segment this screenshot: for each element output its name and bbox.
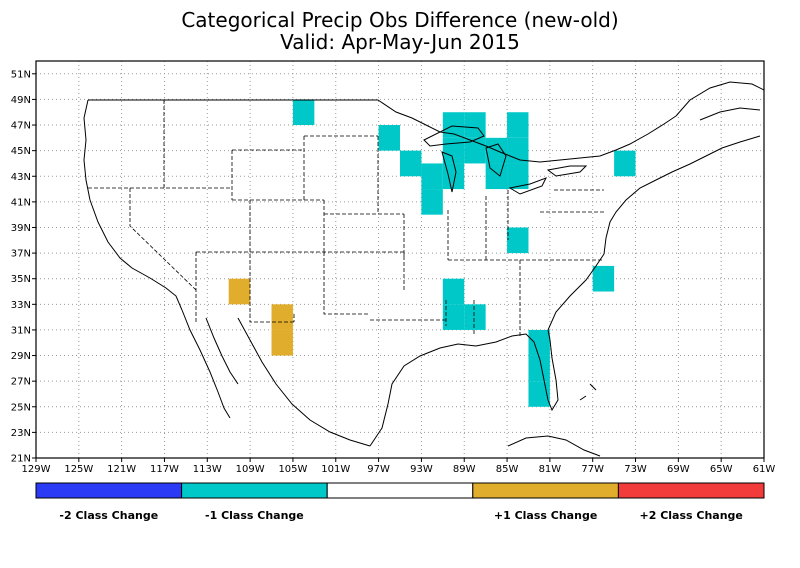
difference-cell: [400, 151, 421, 177]
y-tick-label: 25N: [11, 402, 31, 413]
difference-cell: [421, 163, 442, 189]
difference-cell: [421, 189, 442, 215]
x-tick-label: 117W: [150, 464, 179, 475]
legend-swatch: [473, 483, 619, 498]
y-tick-label: 49N: [11, 95, 31, 106]
difference-cell: [272, 304, 293, 330]
y-tick-label: 33N: [11, 300, 31, 311]
legend-swatch: [182, 483, 328, 498]
y-tick-label: 45N: [11, 146, 31, 157]
x-tick-label: 93W: [410, 464, 433, 475]
difference-cell: [486, 163, 507, 189]
difference-cell: [272, 330, 293, 356]
legend-swatch: [36, 483, 182, 498]
difference-cell: [293, 99, 314, 125]
y-tick-label: 51N: [11, 69, 31, 80]
x-tick-label: 89W: [453, 464, 476, 475]
x-tick-label: 69W: [667, 464, 690, 475]
difference-cell: [464, 304, 485, 330]
difference-cell: [507, 112, 528, 138]
y-tick-label: 39N: [11, 223, 31, 234]
y-tick-label: 47N: [11, 121, 31, 132]
map-panel: 129W 125W 121W 117W 113W 109W 105W 101W 97W 93W 89…: [11, 61, 776, 475]
legend-label: +2 Class Change: [640, 509, 743, 522]
legend-label: +1 Class Change: [494, 509, 597, 522]
difference-cell: [528, 330, 549, 356]
x-tick-label: 101W: [321, 464, 350, 475]
y-tick-label: 41N: [11, 197, 31, 208]
x-tick-label: 121W: [107, 464, 136, 475]
x-tick-label: 129W: [22, 464, 51, 475]
y-tick-label: 27N: [11, 377, 31, 388]
precip-difference-map-figure: Categorical Precip Obs Difference (new-o…: [0, 0, 800, 568]
difference-cell: [614, 151, 635, 177]
x-tick-label: 85W: [496, 464, 519, 475]
legend-label: -2 Class Change: [59, 509, 158, 522]
difference-cell: [593, 266, 614, 292]
x-tick-label: 77W: [581, 464, 604, 475]
y-tick-label: 21N: [11, 454, 31, 465]
title-line-2: Valid: Apr-May-Jun 2015: [280, 30, 520, 54]
legend-swatch: [327, 483, 473, 498]
y-tick-label: 37N: [11, 249, 31, 260]
x-tick-label: 125W: [64, 464, 93, 475]
x-tick-label: 65W: [710, 464, 733, 475]
y-tick-label: 35N: [11, 274, 31, 285]
map-background: [36, 61, 764, 458]
difference-cell: [379, 125, 400, 151]
x-tick-label: 109W: [236, 464, 265, 475]
x-tick-label: 97W: [367, 464, 390, 475]
x-tick-label: 81W: [539, 464, 562, 475]
color-legend: -2 Class Change -1 Class Change +1 Class C…: [36, 483, 764, 522]
difference-cell: [507, 227, 528, 253]
x-tick-label: 105W: [278, 464, 307, 475]
difference-cell: [528, 356, 549, 382]
difference-cell: [229, 279, 250, 305]
y-tick-label: 43N: [11, 172, 31, 183]
legend-label: -1 Class Change: [205, 509, 304, 522]
x-tick-label: 73W: [624, 464, 647, 475]
x-tick-label: 61W: [753, 464, 776, 475]
title-line-1: Categorical Precip Obs Difference (new-o…: [181, 8, 618, 32]
x-tick-label: 113W: [193, 464, 222, 475]
y-tick-label: 31N: [11, 325, 31, 336]
legend-swatch: [618, 483, 764, 498]
y-tick-label: 29N: [11, 351, 31, 362]
y-tick-label: 23N: [11, 428, 31, 439]
difference-cell: [443, 138, 464, 164]
